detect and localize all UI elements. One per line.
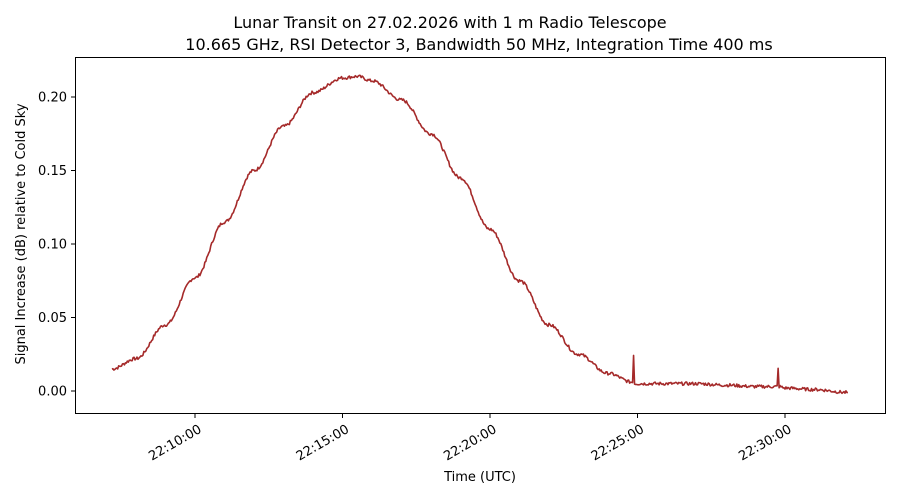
chart-subtitle: 10.665 GHz, RSI Detector 3, Bandwidth 50… [185,35,773,54]
y-tick-label: 0.10 [38,238,67,253]
x-axis-label: Time (UTC) [444,470,516,485]
signal-line [111,74,848,395]
y-axis-label: Signal Increase (dB) relative to Cold Sk… [14,103,29,365]
x-axis: 22:10:00 22:15:00 22:20:00 22:25:00 22:30:00 [146,413,794,464]
x-tick-label: 22:15:00 [294,422,352,464]
x-tick-label: 22:25:00 [589,422,647,464]
y-axis: 0.00 0.05 0.10 0.15 0.20 [38,91,76,400]
y-tick-label: 0.00 [38,385,67,400]
y-tick-label: 0.20 [38,91,67,106]
y-tick-label: 0.15 [38,164,67,179]
y-tick-label: 0.05 [38,311,67,326]
x-tick-label: 22:10:00 [146,422,204,464]
plot-frame [75,57,886,414]
x-tick-label: 22:20:00 [441,422,499,464]
x-tick-label: 22:30:00 [736,422,794,464]
chart-title: Lunar Transit on 27.02.2026 with 1 m Rad… [233,13,667,32]
